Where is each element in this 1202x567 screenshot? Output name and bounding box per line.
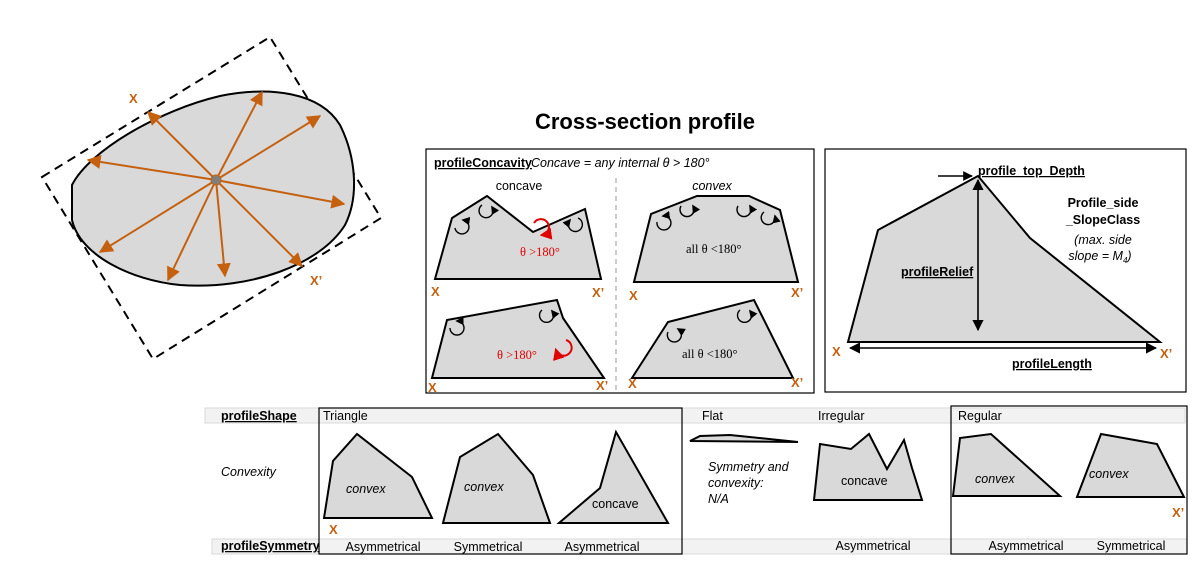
shape-regular: Regular: [958, 409, 1002, 423]
row-label-shape: profileShape: [221, 409, 297, 423]
shape-irregular: Irregular: [818, 409, 865, 423]
relief-label: profileRelief: [901, 265, 974, 279]
regular-shape-2: [1075, 432, 1186, 498]
x-mark: X: [629, 288, 638, 303]
convex-shape-1: [632, 195, 800, 283]
x-mark: X: [431, 284, 440, 299]
na-note-3: N/A: [708, 492, 729, 506]
shape-label: convex: [346, 482, 386, 496]
x-mark: X: [628, 376, 637, 391]
symmetry-cell: Symmetrical: [454, 540, 523, 554]
regular-group-box: [950, 405, 1188, 555]
symmetry-cell: Asymmetrical: [564, 540, 639, 554]
triangle-group-box: [318, 407, 683, 555]
centroid-dot: [210, 174, 222, 186]
shape-triangle: Triangle: [323, 409, 368, 423]
symmetry-cell: Asymmetrical: [988, 539, 1063, 553]
side-slope-label-2: _SlopeClass: [1065, 213, 1140, 227]
concave-angle-1: θ >180°: [520, 245, 560, 259]
concavity-heading: profileConcavity: [434, 156, 532, 170]
concave-shape-1: [433, 194, 603, 280]
side-slope-label-1: Profile_side: [1068, 196, 1139, 210]
convex-angle-1: all θ <180°: [686, 242, 742, 256]
x-mark: X: [329, 522, 338, 537]
concave-label: concave: [496, 179, 543, 193]
plan-view: X X’: [40, 35, 383, 361]
row-label-symmetry: profileSymmetry: [221, 539, 320, 553]
na-note-1: Symmetry and: [708, 460, 790, 474]
shape-flat: Flat: [702, 409, 723, 423]
x-mark: X: [428, 380, 437, 395]
landform-outline: [71, 90, 355, 287]
concavity-definition: Concave = any internal θ > 180°: [531, 156, 710, 170]
plan-x-label: X: [129, 91, 138, 106]
page-title: Cross-section profile: [535, 109, 755, 134]
profile-table: profileShape Convexity profileSymmetry T…: [204, 405, 1188, 555]
concave-angle-2: θ >180°: [497, 348, 537, 362]
shape-label: convex: [975, 472, 1015, 486]
convex-shape-2: [630, 298, 795, 379]
shape-label: concave: [592, 497, 639, 511]
x-prime-mark: X’: [1160, 346, 1172, 361]
top-depth-label: profile_top_Depth: [978, 164, 1085, 178]
relief-profile-shape: [846, 174, 1163, 343]
concavity-panel: profileConcavity Concave = any internal …: [425, 148, 815, 395]
row-label-convexity: Convexity: [221, 465, 277, 479]
shape-label: convex: [1089, 467, 1129, 481]
symmetry-cell: Asymmetrical: [835, 539, 910, 553]
max-slope-note-2: slope = M4): [1068, 249, 1131, 265]
x-prime-mark: X’: [1172, 505, 1184, 520]
max-slope-note-1: (max. side: [1074, 233, 1132, 247]
irregular-shape: [812, 432, 924, 501]
x-prime-mark: X’: [791, 285, 803, 300]
shape-label: concave: [841, 474, 888, 488]
na-note-2: convexity:: [708, 476, 764, 490]
x-mark: X: [832, 344, 841, 359]
convex-angle-2: all θ <180°: [682, 347, 738, 361]
triangle-shape-3: [556, 429, 670, 524]
regular-shape-1: [951, 432, 1063, 497]
shape-label: convex: [464, 480, 504, 494]
triangle-shape-1: [322, 432, 434, 519]
relief-panel: profile_top_Depth Profile_side _SlopeCla…: [824, 148, 1187, 393]
triangle-shape-2: [441, 432, 552, 524]
x-prime-mark: X’: [791, 375, 803, 390]
symmetry-cell: Symmetrical: [1097, 539, 1166, 553]
x-prime-mark: X’: [596, 378, 608, 393]
plan-x-prime-label: X’: [310, 273, 322, 288]
convex-label: convex: [692, 179, 732, 193]
length-label: profileLength: [1012, 357, 1092, 371]
radial-axes: [86, 90, 346, 282]
symmetry-cell: Asymmetrical: [345, 540, 420, 554]
flat-shape: [689, 433, 799, 443]
x-prime-mark: X’: [592, 285, 604, 300]
